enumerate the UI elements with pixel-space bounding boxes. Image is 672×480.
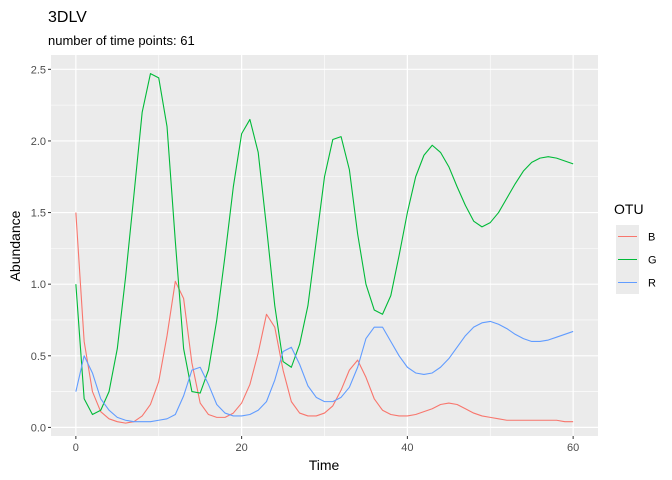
y-axis-title: Abundance <box>7 210 23 281</box>
series-line-G <box>75 73 574 416</box>
x-axis-title: Time <box>309 457 340 473</box>
x-tick-label: 60 <box>567 442 579 454</box>
minor-gridlines <box>51 55 598 436</box>
x-tick-label: 20 <box>235 442 247 454</box>
series-line-B <box>75 212 574 424</box>
y-axis-ticks: 0.0 0.5 1.0 1.5 2.0 2.5 <box>31 64 51 434</box>
x-tick-label: 40 <box>401 442 413 454</box>
major-gridlines <box>51 55 598 436</box>
y-tick-label: 1.0 <box>31 279 46 291</box>
y-tick-label: 0.5 <box>31 351 46 363</box>
legend-label-R: R <box>648 278 656 290</box>
y-tick-label: 0.0 <box>31 422 46 434</box>
chart-subtitle: number of time points: 61 <box>48 33 195 48</box>
series-line-R <box>75 320 574 423</box>
x-tick-label: 0 <box>73 442 79 454</box>
legend-title: OTU <box>614 201 644 217</box>
legend-label-G: G <box>648 255 657 267</box>
series-lines <box>75 73 574 424</box>
legend: BGR <box>616 225 657 294</box>
y-tick-label: 2.5 <box>31 64 46 76</box>
y-tick-label: 1.5 <box>31 208 46 220</box>
x-axis-ticks: 0 20 40 60 <box>73 436 579 454</box>
chart-title: 3DLV <box>48 9 87 26</box>
y-tick-label: 2.0 <box>31 136 46 148</box>
legend-label-B: B <box>648 232 655 244</box>
